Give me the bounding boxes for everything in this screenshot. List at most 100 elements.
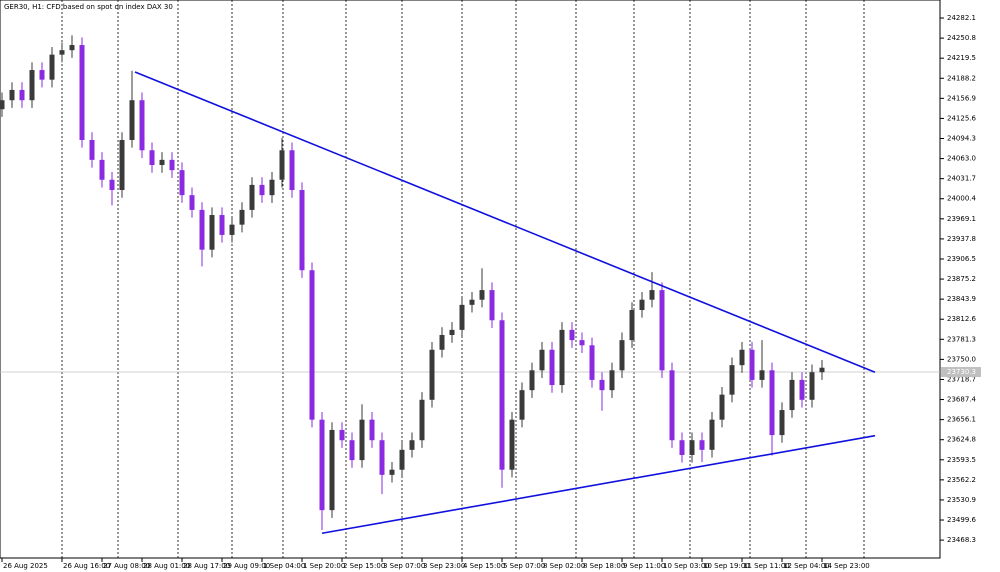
y-tick-label: 23969.1 (947, 215, 976, 223)
candle-body (759, 370, 765, 380)
x-tick-label: 28 Aug 01:00 (143, 562, 190, 570)
candle-body (309, 270, 315, 420)
candle-body (99, 159, 105, 180)
candle-body (9, 89, 15, 101)
candle-body (29, 70, 35, 101)
trendline (134, 71, 876, 373)
y-tick-label: 23656.1 (947, 416, 976, 424)
candle-body (469, 299, 475, 305)
candle-body (319, 419, 325, 511)
candle-body (779, 410, 785, 436)
candle-body (49, 54, 55, 80)
y-tick-label: 23812.6 (947, 315, 976, 323)
candle-body (419, 399, 425, 441)
candle-body (489, 290, 495, 321)
y-tick-label: 24282.1 (947, 14, 976, 22)
y-tick-label: 23624.8 (947, 436, 976, 444)
candle-body (339, 429, 345, 441)
candle-body (769, 370, 775, 436)
candle-body (809, 372, 815, 400)
x-tick-label: 29 Aug 09:00 (223, 562, 270, 570)
candle-body (79, 45, 85, 140)
y-tick-label: 23781.3 (947, 335, 976, 343)
candle-body (19, 89, 25, 101)
candle-body (659, 290, 665, 371)
candle-body (479, 290, 485, 300)
candle-body (629, 309, 635, 341)
x-tick-label: 27 Aug 08:00 (103, 562, 150, 570)
candle-body (289, 150, 295, 191)
candle-body (819, 367, 825, 373)
candle-body (59, 50, 65, 55)
candle-body (209, 215, 215, 250)
candle-body (229, 224, 235, 235)
y-tick-label: 24031.7 (947, 175, 976, 183)
y-tick-label: 23750.0 (947, 355, 976, 363)
y-tick-label: 24188.2 (947, 74, 976, 82)
candle-body (389, 469, 395, 475)
candle-body (459, 304, 465, 330)
y-tick-label: 23562.2 (947, 476, 976, 484)
x-tick-label: 5 Sep 07:00 (503, 562, 545, 570)
candle-body (409, 440, 415, 450)
x-tick-label: 28 Aug 17:00 (183, 562, 230, 570)
candle-body (439, 335, 445, 350)
x-tick-label: 8 Sep 02:00 (543, 562, 585, 570)
chart-title: GER30, H1: CFD based on spot on index DA… (4, 3, 173, 11)
candle-body (569, 329, 575, 341)
candle-body (259, 184, 265, 196)
candle-body (589, 345, 595, 380)
y-tick-label: 23718.7 (947, 375, 976, 383)
candle-body (499, 320, 505, 470)
candle-body (689, 440, 695, 455)
candle-body (399, 449, 405, 470)
candle-body (679, 440, 685, 455)
candle-body (359, 419, 365, 461)
candle-body (709, 419, 715, 450)
candle-body (239, 209, 245, 225)
x-tick-label: 4 Sep 15:00 (463, 562, 505, 570)
candle-body (429, 349, 435, 400)
x-tick-label: 26 Aug 2025 (3, 562, 48, 570)
y-tick-label: 23843.9 (947, 295, 976, 303)
candle-body (379, 440, 385, 475)
candle-body (609, 370, 615, 391)
candle-body (539, 349, 545, 371)
trendline (321, 434, 876, 535)
x-tick-label: 3 Sep 23:00 (423, 562, 465, 570)
candle-body (449, 329, 455, 336)
x-tick-label: 1 Sep 04:00 (263, 562, 305, 570)
candle-body (739, 349, 745, 366)
candle-body (0, 100, 5, 110)
x-tick-label: 10 Sep 03:00 (663, 562, 710, 570)
x-tick-label: 14 Sep 23:00 (823, 562, 870, 570)
candle-body (329, 429, 335, 511)
candle-body (219, 215, 225, 235)
y-tick-label: 23530.9 (947, 496, 976, 504)
x-tick-label: 2 Sep 15:00 (343, 562, 385, 570)
plot-frame (0, 0, 941, 559)
x-tick-label: 12 Sep 04:00 (783, 562, 830, 570)
y-tick-label: 23906.5 (947, 255, 976, 263)
candle-body (39, 70, 45, 80)
candle-body (599, 379, 605, 391)
y-tick-label: 24000.4 (947, 195, 976, 203)
candle-body (649, 290, 655, 300)
candle-body (199, 209, 205, 250)
candle-body (799, 379, 805, 400)
candle-body (639, 299, 645, 310)
candle-body (89, 139, 95, 160)
candle-body (349, 440, 355, 461)
y-tick-label: 23499.6 (947, 516, 976, 524)
candle-body (529, 370, 535, 391)
candle-body (139, 100, 145, 151)
x-tick-label: 3 Sep 07:00 (383, 562, 425, 570)
x-tick-label: 26 Aug 16:00 (63, 562, 110, 570)
candle-body (519, 390, 525, 420)
candle-body (189, 195, 195, 210)
x-tick-label: 10 Sep 19:00 (703, 562, 750, 570)
candle-body (729, 365, 735, 395)
candle-body (159, 159, 165, 166)
x-tick-label: 8 Sep 18:00 (583, 562, 625, 570)
candle-body (179, 170, 185, 196)
